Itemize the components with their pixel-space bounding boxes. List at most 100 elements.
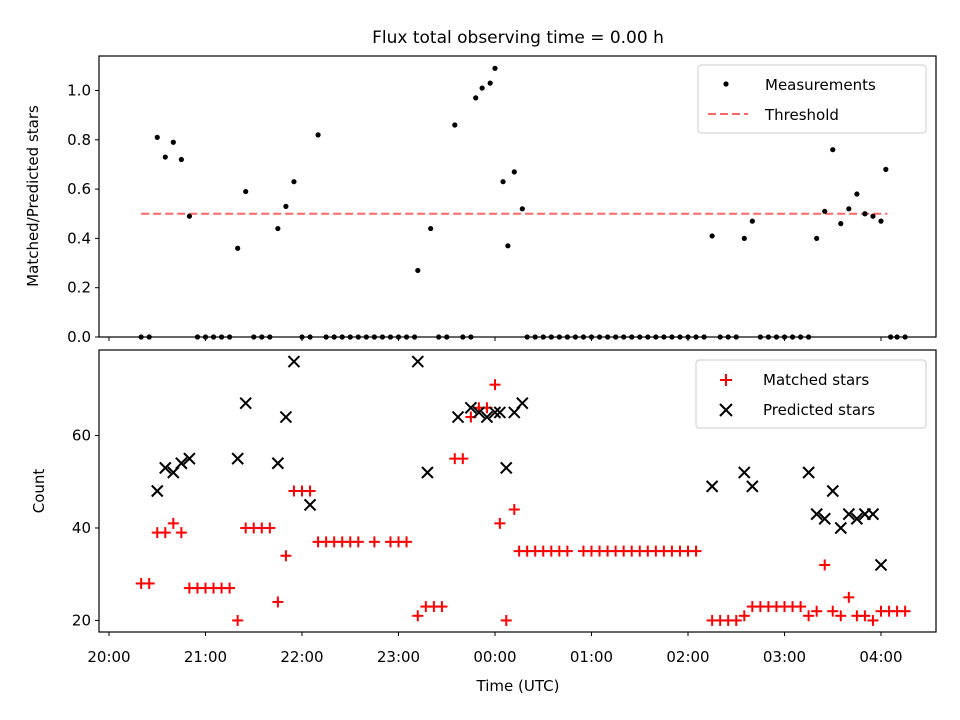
matched-star-point (843, 591, 855, 603)
bottom-panel: 20 40 60 20:00 21:00 22:00 23:00 00:00 01:00 02:… (30, 349, 937, 695)
matched-star-point (159, 527, 171, 539)
predicted-star-point (421, 466, 434, 479)
measurement-point (757, 334, 763, 340)
matched-star-point (489, 379, 501, 391)
measurement-point (789, 334, 796, 340)
matched-star-point (167, 517, 179, 529)
x-tick-label: 00:00 (473, 648, 516, 666)
measurement-point (894, 334, 900, 340)
measurement-point (902, 334, 908, 340)
measurement-point (773, 334, 780, 340)
measurement-point (339, 334, 345, 340)
measurement-point (500, 179, 506, 185)
matched-star-point (494, 517, 506, 529)
predicted-star-point (842, 507, 856, 521)
measurement-point (138, 334, 144, 340)
matched-star-point (730, 614, 742, 626)
matched-star-point (264, 522, 276, 534)
measurement-point (629, 334, 635, 340)
top-y-axis-label: Matched/Predicted stars (24, 105, 42, 287)
measurement-point (854, 191, 860, 197)
measurement-point (883, 166, 889, 172)
measurement-point (830, 147, 836, 153)
measurement-point (468, 334, 474, 340)
matched-star-point (272, 596, 284, 608)
predicted-star-point (175, 457, 188, 470)
matched-star-point (811, 605, 823, 617)
measurement-point (505, 243, 511, 249)
predicted-star-point (271, 457, 285, 470)
predicted-star-point (464, 401, 478, 414)
measurement-point (202, 334, 209, 340)
measurement-point (765, 334, 772, 340)
measurement-point (194, 334, 201, 340)
matched-star-point (738, 610, 750, 622)
measurement-point (709, 233, 715, 239)
measurement-point (355, 334, 361, 340)
measurement-point (540, 334, 546, 340)
measurement-points (138, 65, 908, 340)
x-tick-label: 22:00 (280, 648, 323, 666)
measurement-point (403, 334, 410, 340)
measurement-point (511, 169, 517, 175)
predicted-star-point (488, 406, 502, 419)
measurement-point (186, 213, 193, 219)
predicted-star-point (738, 466, 751, 479)
measurement-point (452, 122, 458, 128)
measurement-point (781, 334, 788, 340)
measurement-point (251, 334, 257, 340)
measurement-point (548, 334, 554, 340)
measurement-point (613, 334, 619, 340)
measurement-point (604, 334, 611, 340)
matched-star-point (280, 550, 292, 562)
matched-star-point (795, 601, 807, 613)
measurement-point (596, 334, 603, 340)
measurement-point (487, 80, 493, 86)
measurement-point (637, 334, 643, 340)
matched-star-point (304, 485, 316, 497)
matched-stars-points (135, 379, 911, 626)
measurement-point (661, 334, 667, 340)
matched-star-point (500, 614, 512, 626)
measurement-point (677, 334, 683, 340)
measurement-point (479, 85, 485, 91)
predicted-star-point (303, 498, 317, 512)
predicted-star-point (850, 512, 864, 525)
measurement-point (564, 334, 570, 340)
measurement-point (725, 334, 731, 340)
chart-title: Flux total observing time = 0.00 h (372, 28, 664, 48)
measurement-point (227, 334, 233, 340)
measurement-point (814, 235, 820, 242)
legend-threshold-label: Threshold (764, 106, 839, 124)
matched-star-point (352, 536, 364, 548)
matched-star-point (867, 614, 879, 626)
x-tick-label: 03:00 (763, 648, 806, 666)
measurement-point (878, 218, 884, 224)
measurement-point (387, 334, 394, 340)
top-y-tick-label: 0.0 (67, 328, 91, 346)
measurement-point (162, 154, 168, 160)
measurement-point (460, 334, 466, 340)
measurement-point (210, 334, 217, 340)
top-y-ticks: 0.0 0.2 0.4 0.6 0.8 1.0 (67, 82, 99, 346)
predicted-star-point (411, 355, 425, 368)
measurement-point (347, 334, 353, 340)
matched-star-point (803, 610, 815, 622)
measurement-point (415, 267, 421, 274)
x-axis-label: Time (UTC) (476, 677, 560, 695)
top-y-tick-label: 0.4 (67, 229, 91, 247)
legend-measurements-label: Measurements (765, 76, 876, 94)
legend-matched-marker (720, 374, 732, 386)
x-tick-label: 04:00 (859, 648, 902, 666)
measurement-point (178, 156, 184, 163)
top-y-tick-label: 0.2 (67, 279, 91, 297)
predicted-stars-points (151, 355, 888, 572)
legend-matched-label: Matched stars (763, 371, 869, 389)
predicted-star-point (493, 406, 507, 419)
measurement-point (701, 334, 707, 340)
measurement-point (693, 334, 699, 340)
measurement-point (411, 334, 418, 340)
measurement-point (218, 334, 225, 340)
measurement-point (797, 334, 804, 340)
measurement-point (267, 334, 273, 340)
